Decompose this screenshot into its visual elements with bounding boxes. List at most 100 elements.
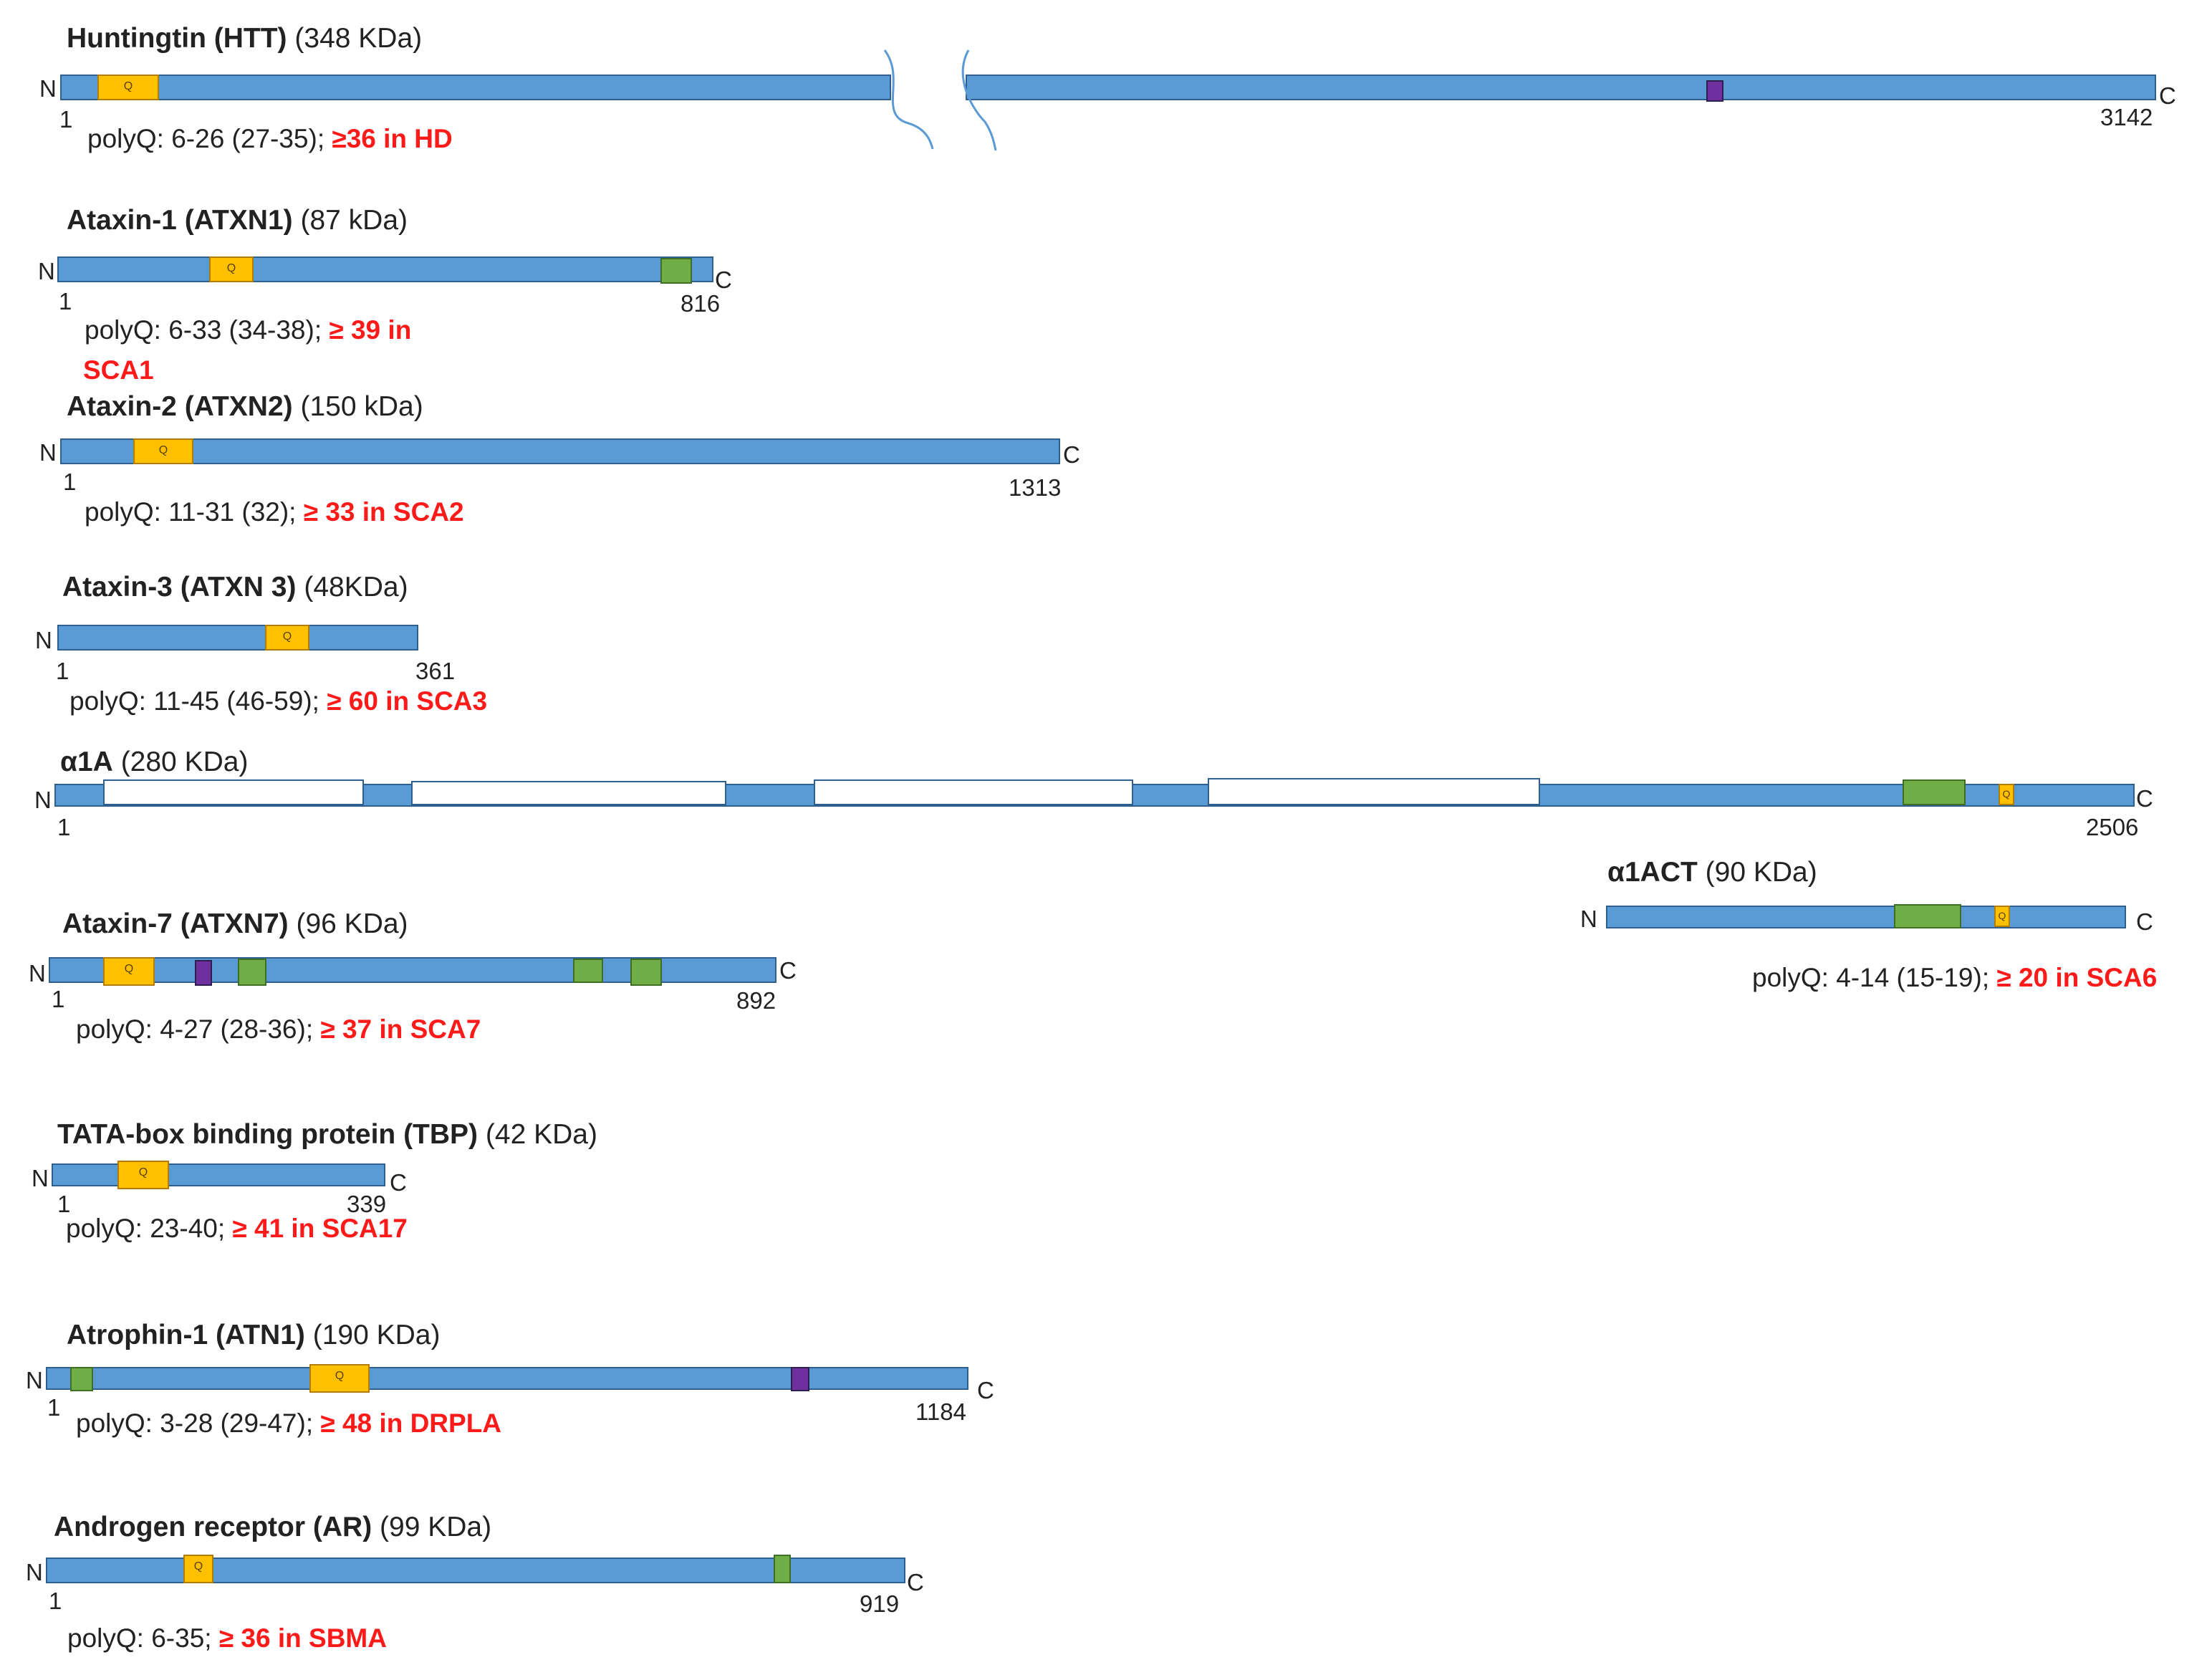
atxn3-start: 1	[56, 658, 69, 684]
atxn7-mw: (96 KDa)	[296, 908, 408, 939]
htt-disease: ≥36 in HD	[332, 124, 453, 153]
atn1-c-label: C	[977, 1377, 994, 1403]
tbp-title: TATA-box binding protein (TBP) (42 KDa)	[57, 1119, 597, 1151]
tbp-mw: (42 KDa)	[485, 1119, 597, 1150]
ar-mw: (99 KDa)	[380, 1512, 492, 1542]
atn1-polyq-domain: Q	[309, 1364, 370, 1393]
a1a-end: 2506	[2086, 814, 2139, 840]
atxn1-bar	[57, 256, 713, 282]
a1a-repeat-domain-2	[411, 781, 726, 805]
atxn2-bar	[60, 438, 1060, 464]
ar-green-domain	[774, 1555, 791, 1583]
atxn2-disease: ≥ 33 in SCA2	[303, 497, 464, 527]
atxn1-polyq-domain: Q	[209, 256, 254, 282]
a1act-bar	[1606, 906, 2126, 928]
atxn1-green-domain	[660, 258, 692, 284]
atxn3-n-label: N	[35, 627, 52, 653]
atxn1-disease: ≥ 39 in	[329, 315, 412, 345]
atxn2-end: 1313	[1009, 474, 1062, 501]
atxn1-start: 1	[59, 288, 72, 315]
atn1-title: Atrophin-1 (ATN1) (190 KDa)	[67, 1320, 440, 1351]
atxn7-polyq-domain: Q	[103, 957, 155, 986]
htt-polyq-info: polyQ: 6-26 (27-35); ≥36 in HD	[87, 124, 453, 154]
a1act-name: α1ACT	[1607, 857, 1698, 888]
a1act-mw: (90 KDa)	[1705, 857, 1817, 888]
a1act-polyq-info: polyQ: 4-14 (15-19); ≥ 20 in SCA6	[1752, 963, 2157, 993]
atn1-mw: (190 KDa)	[312, 1320, 441, 1350]
atxn2-start: 1	[63, 469, 77, 495]
atxn1-polyq-info: polyQ: 6-33 (34-38); ≥ 39 in	[85, 315, 411, 345]
atxn7-green-domain-1	[238, 959, 266, 986]
ar-polyq-domain: Q	[183, 1555, 213, 1583]
a1a-start: 1	[57, 814, 71, 840]
htt-polyq-range: polyQ: 6-26 (27-35);	[87, 124, 332, 153]
tbp-bar	[52, 1163, 385, 1186]
htt-name: Huntingtin (HTT)	[67, 23, 287, 54]
a1a-repeat-domain-1	[103, 779, 364, 805]
atxn1-c-label: C	[715, 267, 732, 293]
atxn2-n-label: N	[39, 439, 57, 466]
ar-disease: ≥ 36 in SBMA	[218, 1623, 387, 1653]
atxn1-name: Ataxin-1 (ATXN1)	[67, 205, 293, 236]
atxn3-title: Ataxin-3 (ATXN 3) (48KDa)	[62, 572, 408, 603]
tbp-polyq-range: polyQ: 23-40;	[66, 1214, 233, 1243]
a1act-c-label: C	[2136, 908, 2153, 935]
atxn7-disease: ≥ 37 in SCA7	[320, 1014, 481, 1044]
atxn2-mw: (150 kDa)	[300, 391, 423, 422]
atxn1-disease-cont: SCA1	[83, 355, 154, 385]
ar-end: 919	[860, 1590, 900, 1617]
tbp-end: 339	[347, 1191, 387, 1217]
atxn7-polyq-info: polyQ: 4-27 (28-36); ≥ 37 in SCA7	[76, 1014, 481, 1045]
htt-title: Huntingtin (HTT) (348 KDa)	[67, 23, 422, 54]
atxn2-polyq-range: polyQ: 11-31 (32);	[85, 497, 304, 527]
atxn2-polyq-info: polyQ: 11-31 (32); ≥ 33 in SCA2	[85, 497, 464, 527]
atn1-purple-domain	[791, 1367, 809, 1391]
a1act-green-domain	[1894, 904, 1961, 928]
atxn2-title: Ataxin-2 (ATXN2) (150 kDa)	[67, 391, 423, 423]
atxn2-c-label: C	[1063, 441, 1080, 468]
atn1-polyq-info: polyQ: 3-28 (29-47); ≥ 48 in DRPLA	[76, 1408, 501, 1439]
atn1-name: Atrophin-1 (ATN1)	[67, 1320, 305, 1350]
tbp-n-label: N	[32, 1165, 49, 1191]
atxn7-start: 1	[52, 986, 65, 1012]
atxn3-name: Ataxin-3 (ATXN 3)	[62, 572, 297, 603]
atxn7-n-label: N	[29, 960, 46, 987]
atxn7-name: Ataxin-7 (ATXN7)	[62, 908, 289, 939]
atxn3-disease: ≥ 60 in SCA3	[327, 686, 488, 716]
htt-bar-part1	[60, 75, 891, 100]
atn1-disease: ≥ 48 in DRPLA	[320, 1408, 502, 1438]
atxn1-polyq-range: polyQ: 6-33 (34-38);	[85, 315, 330, 345]
atxn7-end: 892	[736, 987, 776, 1014]
a1a-repeat-domain-3	[814, 779, 1133, 805]
atxn7-green-domain-3	[630, 959, 662, 986]
atxn1-n-label: N	[38, 258, 55, 284]
atxn3-end: 361	[415, 658, 456, 684]
htt-polyq-domain: Q	[97, 75, 159, 100]
atn1-bar	[46, 1367, 968, 1390]
htt-bar-part2	[966, 75, 2156, 100]
atxn1-title: Ataxin-1 (ATXN1) (87 kDa)	[67, 205, 408, 236]
ar-title: Androgen receptor (AR) (99 KDa)	[54, 1512, 491, 1543]
atxn7-polyq-range: polyQ: 4-27 (28-36);	[76, 1014, 321, 1044]
atn1-polyq-range: polyQ: 3-28 (29-47);	[76, 1408, 321, 1438]
tbp-name: TATA-box binding protein (TBP)	[57, 1119, 479, 1150]
ar-polyq-range: polyQ: 6-35;	[67, 1623, 219, 1653]
atxn3-polyq-info: polyQ: 11-45 (46-59); ≥ 60 in SCA3	[69, 686, 487, 716]
a1act-disease: ≥ 20 in SCA6	[1996, 963, 2158, 992]
a1a-title: α1A (280 KDa)	[60, 747, 248, 778]
atn1-green-domain	[70, 1367, 93, 1391]
a1a-name: α1A	[60, 747, 113, 777]
a1a-green-domain	[1903, 779, 1966, 805]
tbp-polyq-info: polyQ: 23-40; ≥ 41 in SCA17	[66, 1214, 408, 1244]
atxn7-c-label: C	[779, 957, 797, 984]
atxn7-bar	[49, 957, 776, 983]
atxn7-green-domain-2	[573, 959, 603, 983]
atn1-n-label: N	[26, 1367, 43, 1393]
atxn3-mw: (48KDa)	[304, 572, 408, 603]
a1a-polyq-domain: Q	[1999, 784, 2014, 805]
atxn7-title: Ataxin-7 (ATXN7) (96 KDa)	[62, 908, 408, 940]
a1act-title: α1ACT (90 KDa)	[1607, 857, 1817, 888]
htt-break-marks	[883, 49, 997, 151]
atxn1-mw: (87 kDa)	[300, 205, 408, 236]
